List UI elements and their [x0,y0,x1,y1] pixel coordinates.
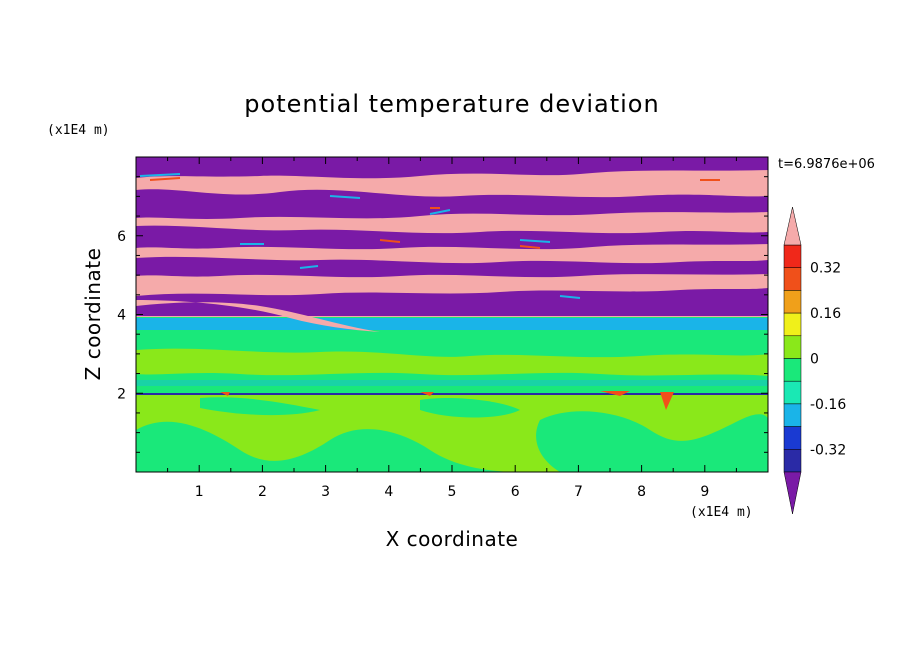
colorbar-segment [783,403,802,427]
band-purple-2 [136,189,768,219]
colorbar-segment [783,380,802,405]
colorbar-segment [783,244,802,268]
band-purple-1 [136,157,768,179]
x-axis-label: X coordinate [386,527,519,551]
time-label: t=6.9876e+06 [778,157,875,172]
patch-lower-teal-4 [200,397,320,416]
patch-mid-teal-band [136,380,768,386]
band-purple-4 [136,256,768,278]
band-purple-3 [136,225,768,250]
x-axis: 1 2 3 4 5 6 7 8 9 [167,157,737,500]
x-tick-label: 2 [258,484,267,500]
patch-lower-teal-1 [136,421,520,472]
colorbar-tick-label: 0.32 [810,261,841,277]
contour-field [136,157,768,472]
patch-lower-teal-3 [420,398,520,418]
chart-title: potential temperature deviation [244,90,659,118]
colorbar: 0.32 0.16 0 -0.16 -0.32 [783,206,846,515]
band-purple-5 [136,288,768,316]
x-unit-label: (x1E4 m) [690,505,753,520]
x-tick-label: 8 [637,484,646,500]
colorbar-tick-label: -0.32 [810,442,846,458]
pink-wedge [136,300,380,332]
x-tick-label: 1 [195,484,204,500]
colorbar-tick-label: -0.16 [810,397,846,413]
colorbar-over-arrow [783,206,802,246]
y-unit-label: (x1E4 m) [47,123,110,138]
colorbar-segment [783,312,802,337]
x-tick-label: 3 [321,484,330,500]
colorbar-segment [783,449,802,473]
patch-lower-teal-2 [536,411,768,472]
x-tick-label: 6 [511,484,520,500]
colorbar-tick-label: 0 [810,352,819,368]
y-tick-label: 6 [117,229,126,245]
colorbar-under-arrow [783,471,802,515]
colorbar-segment [783,267,802,291]
x-tick-label: 5 [448,484,457,500]
patch-mid-lime-1 [136,348,768,376]
colorbar-segment [783,290,802,314]
fronts-warm [149,177,720,249]
y-tick-label: 4 [117,308,126,324]
y-axis: 2 4 6 [117,176,768,453]
colorbar-tick-label: 0.16 [810,306,841,322]
colorbar-segment [783,335,802,359]
colorbar-segment [783,426,802,450]
x-tick-label: 7 [574,484,583,500]
y-axis-label: Z coordinate [81,248,105,381]
x-tick-label: 4 [384,484,393,500]
band-cyan [136,318,768,330]
colorbar-segment [783,358,802,382]
y-tick-label: 2 [117,386,126,402]
fronts [139,173,581,299]
line-z2 [136,393,768,395]
x-tick-label: 9 [700,484,709,500]
